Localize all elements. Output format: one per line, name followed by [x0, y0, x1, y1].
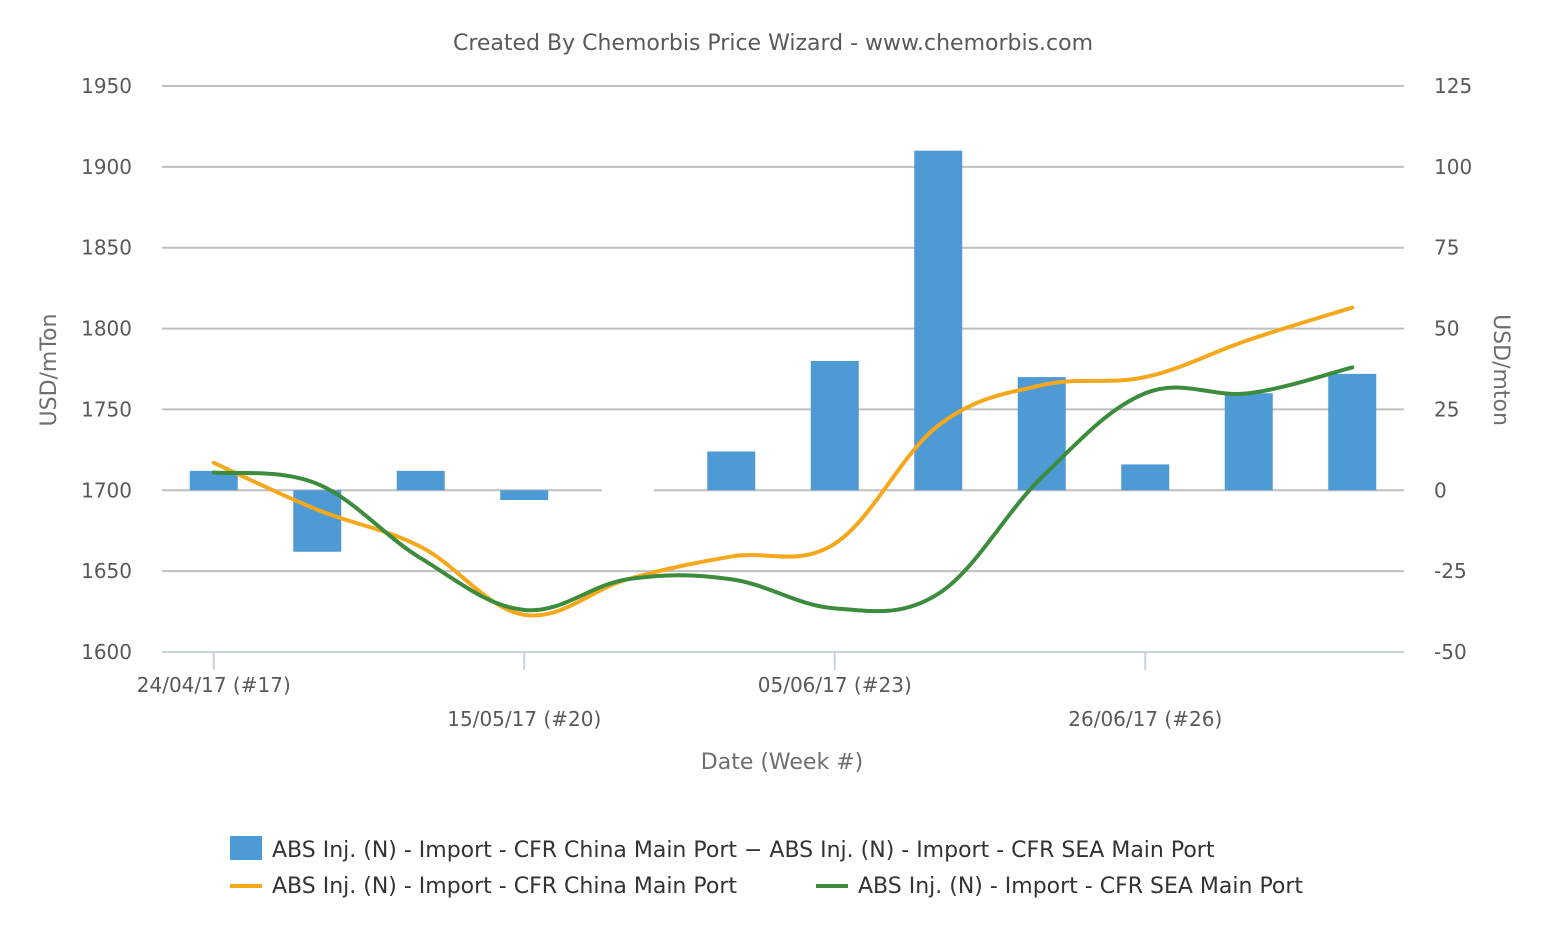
- chart-title: Created By Chemorbis Price Wizard - www.…: [453, 31, 1093, 56]
- y-right-tick-label: 50: [1434, 317, 1459, 341]
- bar: [707, 451, 756, 491]
- y-right-tick-label: 100: [1434, 155, 1472, 179]
- y-left-tick-label: 1700: [81, 478, 132, 502]
- bar: [1224, 393, 1273, 491]
- bar: [1121, 464, 1170, 491]
- bar: [1328, 373, 1377, 491]
- line-sea: [211, 365, 1355, 614]
- x-tick-label: 26/06/17 (#26): [1068, 707, 1222, 731]
- x-tick-label: 05/06/17 (#23): [758, 673, 912, 697]
- legend-swatch-bar: [230, 836, 262, 860]
- y-right-tick-label: 75: [1434, 236, 1459, 260]
- gridlines: [162, 85, 1404, 573]
- x-axis-title: Date (Week #): [701, 750, 863, 775]
- bar: [189, 470, 238, 491]
- bar: [396, 470, 445, 491]
- y-left-tick-label: 1600: [81, 640, 132, 664]
- legend-label-bar: ABS Inj. (N) - Import - CFR China Main P…: [272, 838, 1215, 863]
- line-series: [211, 305, 1355, 618]
- bar: [810, 360, 859, 491]
- legend-label-china: ABS Inj. (N) - Import - CFR China Main P…: [272, 874, 737, 899]
- legend: ABS Inj. (N) - Import - CFR China Main P…: [230, 836, 1303, 899]
- y-right-tick-label: 125: [1434, 74, 1472, 98]
- axes: 1950 125 1900 100 1850 75 1800 50 1750 25 1700 0 165…: [81, 74, 1472, 731]
- x-tick-label: 24/04/17 (#17): [137, 673, 291, 697]
- y-right-tick-label: 0: [1434, 478, 1447, 502]
- y-left-tick-label: 1900: [81, 155, 132, 179]
- y-left-tick-label: 1850: [81, 236, 132, 260]
- y-left-tick-label: 1800: [81, 317, 132, 341]
- bar: [1017, 377, 1066, 491]
- line-china: [211, 305, 1355, 618]
- bar: [500, 490, 549, 500]
- y-left-tick-label: 1950: [81, 74, 132, 98]
- bar: [601, 488, 654, 493]
- y-axis-left-title: USD/mTon: [37, 314, 62, 427]
- bar: [293, 490, 342, 552]
- y-left-tick-label: 1650: [81, 559, 132, 583]
- bar: [914, 150, 963, 491]
- y-right-tick-label: -25: [1434, 559, 1467, 583]
- bar-series: [189, 150, 1377, 552]
- legend-label-sea: ABS Inj. (N) - Import - CFR SEA Main Por…: [858, 874, 1303, 899]
- y-right-tick-label: 25: [1434, 397, 1459, 421]
- x-tick-label: 15/05/17 (#20): [447, 707, 601, 731]
- y-axis-right-title: USD/mton: [1488, 314, 1513, 426]
- y-left-tick-label: 1750: [81, 397, 132, 421]
- y-right-tick-label: -50: [1434, 640, 1467, 664]
